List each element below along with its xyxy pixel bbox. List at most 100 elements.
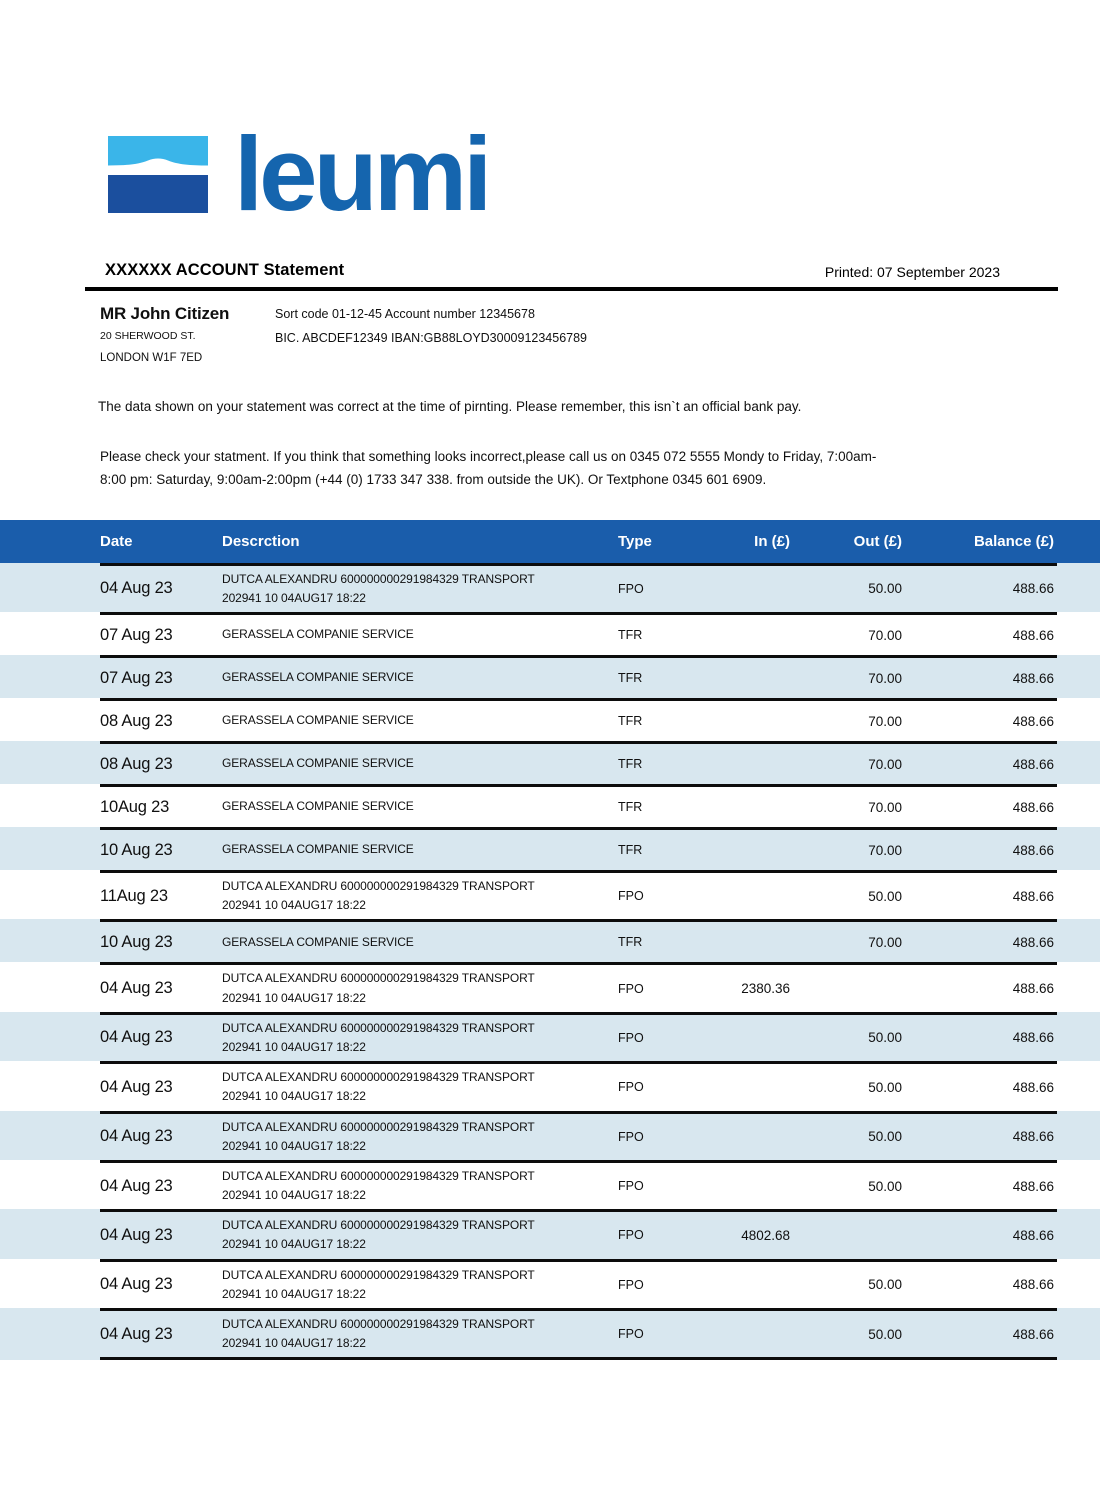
cell-description: GERASSELA COMPANIE SERVICE xyxy=(222,668,618,687)
description-line2: 202941 10 04AUG17 18:22 xyxy=(222,1089,366,1104)
table-row: 04 Aug 23 DUTCA ALEXANDRU 60000000029198… xyxy=(0,1258,1100,1308)
description-line1: DUTCA ALEXANDRU 600000000291984329 TRANS… xyxy=(222,1168,535,1183)
statement-note-2: Please check your statment. If you think… xyxy=(100,445,1020,491)
cell-balance: 488.66 xyxy=(1012,1030,1054,1046)
cell-balance: 488.66 xyxy=(1012,581,1054,597)
cell-date: 04 Aug 23 xyxy=(100,1028,173,1047)
page-title: XXXXXX ACCOUNT Statement xyxy=(105,261,345,279)
cell-out: 70.00 xyxy=(868,627,902,643)
table-header-row: Date Descrction Type In (£) Out (£) Bala… xyxy=(0,519,1100,563)
description-line1: DUTCA ALEXANDRU 600000000291984329 TRANS… xyxy=(222,879,535,894)
cell-balance: 488.66 xyxy=(1012,1326,1054,1342)
cell-date: 04 Aug 23 xyxy=(100,1176,173,1195)
description-line1: GERASSELA COMPANIE SERVICE xyxy=(222,627,414,642)
cell-description: DUTCA ALEXANDRU 600000000291984329 TRANS… xyxy=(222,1019,618,1057)
table-row: 08 Aug 23 GERASSELA COMPANIE SERVICE TFR… xyxy=(0,698,1100,741)
statement-note-2-line1: Please check your statment. If you think… xyxy=(100,449,877,465)
description-line1: DUTCA ALEXANDRU 600000000291984329 TRANS… xyxy=(222,1218,535,1233)
description-line2: 202941 10 04AUG17 18:22 xyxy=(222,1138,366,1153)
cell-date: 11Aug 23 xyxy=(100,886,168,905)
cell-type: FPO xyxy=(618,889,644,904)
cell-out: 70.00 xyxy=(868,670,902,686)
cell-date: 10 Aug 23 xyxy=(100,932,173,951)
cell-balance: 488.66 xyxy=(1012,1277,1054,1293)
table-row: 07 Aug 23 GERASSELA COMPANIE SERVICE TFR… xyxy=(0,655,1100,699)
cell-balance: 488.66 xyxy=(1012,670,1054,686)
description-line2: 202941 10 04AUG17 18:22 xyxy=(222,1237,366,1252)
table-row: 04 Aug 23 DUTCA ALEXANDRU 60000000029198… xyxy=(0,1209,1100,1259)
cell-out: 70.00 xyxy=(868,842,902,858)
cell-balance: 488.66 xyxy=(1012,1079,1054,1095)
column-header-type: Type xyxy=(618,532,652,550)
cell-date: 10Aug 23 xyxy=(100,797,170,816)
sort-code-account-number: Sort code 01-12-45 Account number 123456… xyxy=(275,307,535,321)
column-header-balance: Balance (£) xyxy=(973,532,1054,550)
logo-bottom-bar xyxy=(108,175,208,213)
description-line2: 202941 10 04AUG17 18:22 xyxy=(222,1336,366,1351)
cell-description: GERASSELA COMPANIE SERVICE xyxy=(222,754,618,773)
cell-type: FPO xyxy=(618,581,644,596)
cell-out: 50.00 xyxy=(868,1129,902,1145)
cell-in: 2380.36 xyxy=(741,981,790,997)
table-row: 10Aug 23 GERASSELA COMPANIE SERVICE TFR … xyxy=(0,784,1100,827)
cell-out: 70.00 xyxy=(868,934,902,950)
cell-balance: 488.66 xyxy=(1012,627,1054,643)
table-row: 04 Aug 23 DUTCA ALEXANDRU 60000000029198… xyxy=(0,1011,1100,1062)
cell-description: DUTCA ALEXANDRU 600000000291984329 TRANS… xyxy=(222,877,618,915)
cell-type: FPO xyxy=(618,1179,644,1194)
cell-out: 50.00 xyxy=(868,581,902,597)
table-row: 04 Aug 23 DUTCA ALEXANDRU 60000000029198… xyxy=(0,1110,1100,1160)
cell-description: GERASSELA COMPANIE SERVICE xyxy=(222,840,618,859)
cell-out: 50.00 xyxy=(868,1079,902,1095)
cell-type: FPO xyxy=(618,1080,644,1095)
table-row: 10 Aug 23 GERASSELA COMPANIE SERVICE TFR… xyxy=(0,827,1100,871)
cell-balance: 488.66 xyxy=(1012,756,1054,772)
header-divider xyxy=(85,287,1058,291)
table-row: 11Aug 23 DUTCA ALEXANDRU 600000000291984… xyxy=(0,870,1100,919)
cell-date: 04 Aug 23 xyxy=(100,1077,173,1096)
table-row: 10 Aug 23 GERASSELA COMPANIE SERVICE TFR… xyxy=(0,919,1100,963)
cell-balance: 488.66 xyxy=(1012,1178,1054,1194)
description-line1: DUTCA ALEXANDRU 600000000291984329 TRANS… xyxy=(222,1070,535,1085)
cell-in: 4802.68 xyxy=(741,1227,790,1243)
cell-type: FPO xyxy=(618,1327,644,1342)
table-row: 04 Aug 23 DUTCA ALEXANDRU 60000000029198… xyxy=(0,1061,1100,1110)
column-header-out: Out (£) xyxy=(853,532,902,550)
cell-out: 70.00 xyxy=(868,756,902,772)
cell-out: 50.00 xyxy=(868,1178,902,1194)
logo-wordmark: leumi xyxy=(234,123,492,227)
cell-date: 04 Aug 23 xyxy=(100,979,173,998)
cell-description: DUTCA ALEXANDRU 600000000291984329 TRANS… xyxy=(222,1167,618,1205)
description-line2: 202941 10 04AUG17 18:22 xyxy=(222,1188,366,1203)
description-line1: GERASSELA COMPANIE SERVICE xyxy=(222,670,414,685)
bic-iban: BIC. ABCDEF12349 IBAN:GB88LOYD3000912345… xyxy=(275,331,588,345)
description-line2: 202941 10 04AUG17 18:22 xyxy=(222,1039,366,1054)
cell-type: FPO xyxy=(618,1129,644,1144)
cell-description: DUTCA ALEXANDRU 600000000291984329 TRANS… xyxy=(222,570,618,608)
account-details: Sort code 01-12-45 Account number 123456… xyxy=(275,304,587,364)
cell-description: GERASSELA COMPANIE SERVICE xyxy=(222,933,618,952)
column-header-description: Descrction xyxy=(222,532,300,550)
cell-out: 50.00 xyxy=(868,888,902,904)
cell-balance: 488.66 xyxy=(1012,842,1054,858)
logo-gap xyxy=(108,170,208,175)
cell-type: TFR xyxy=(618,935,643,950)
description-line1: DUTCA ALEXANDRU 600000000291984329 TRANS… xyxy=(222,971,535,986)
cell-date: 07 Aug 23 xyxy=(100,668,173,687)
cell-description: DUTCA ALEXANDRU 600000000291984329 TRANS… xyxy=(222,1315,618,1353)
customer-name: MR John Citizen xyxy=(100,304,230,323)
cell-type: TFR xyxy=(618,800,643,815)
description-line1: DUTCA ALEXANDRU 600000000291984329 TRANS… xyxy=(222,1317,535,1332)
cell-type: FPO xyxy=(618,1030,644,1045)
description-line1: GERASSELA COMPANIE SERVICE xyxy=(222,756,414,771)
cell-description: DUTCA ALEXANDRU 600000000291984329 TRANS… xyxy=(222,1216,618,1254)
description-line1: DUTCA ALEXANDRU 600000000291984329 TRANS… xyxy=(222,1020,535,1035)
description-line1: GERASSELA COMPANIE SERVICE xyxy=(222,934,414,949)
description-line1: DUTCA ALEXANDRU 600000000291984329 TRANS… xyxy=(222,571,535,586)
cell-type: FPO xyxy=(618,981,644,996)
cell-description: DUTCA ALEXANDRU 600000000291984329 TRANS… xyxy=(222,1118,618,1156)
table-row: 04 Aug 23 DUTCA ALEXANDRU 60000000029198… xyxy=(0,562,1100,613)
statement-note-2-line2: 8:00 pm: Saturday, 9:00am-2:00pm (+44 (0… xyxy=(100,472,767,488)
table-row: 04 Aug 23 DUTCA ALEXANDRU 60000000029198… xyxy=(0,962,1100,1011)
